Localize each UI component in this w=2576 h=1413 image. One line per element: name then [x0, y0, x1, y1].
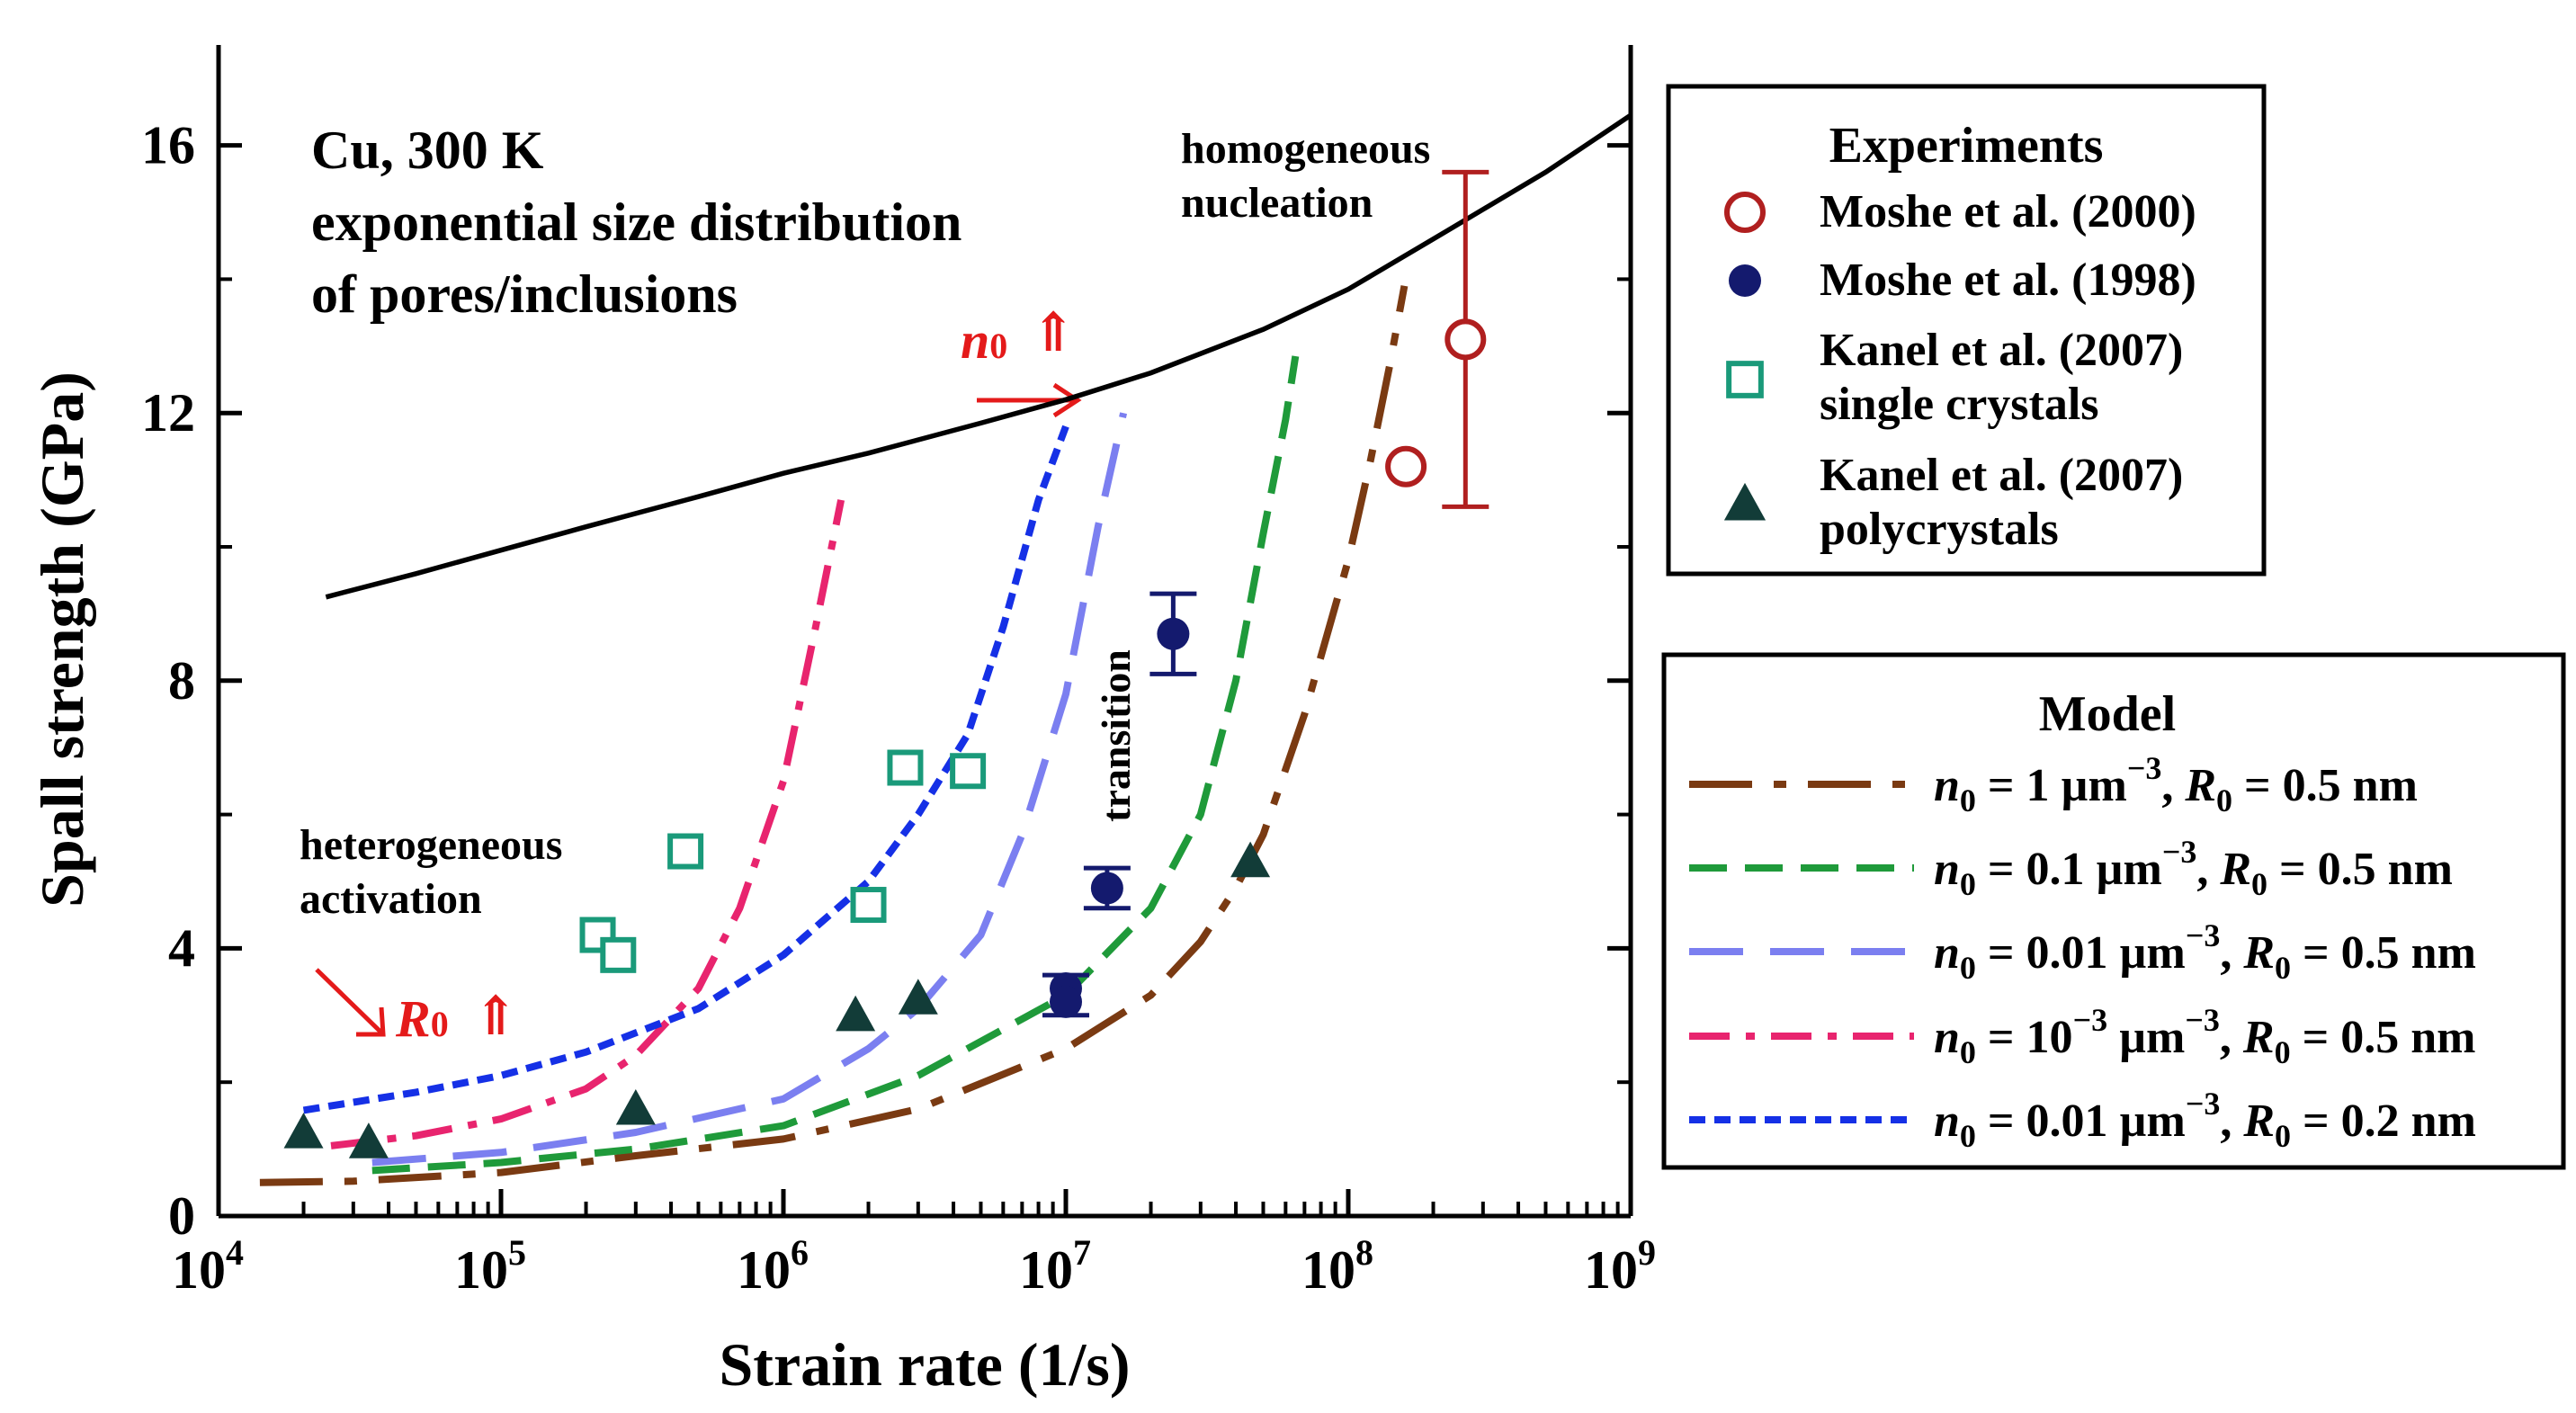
model-n0-0p01-r0-0p2-line [302, 425, 1069, 1114]
legend-moshe-2000: Moshe et al. (2000) [1820, 186, 2196, 237]
plot-axes [216, 45, 1633, 1219]
kanel-single-point [887, 749, 924, 786]
n0-up-arrow-icon: ⇑ [1031, 303, 1076, 362]
n0-arrow-head [1052, 382, 1082, 418]
kanel-single-point [600, 936, 637, 973]
legend-model-label-1: n0 = 1 µm−3, R0 = 0.5 nm [1934, 750, 2418, 818]
title-line-3: of pores/inclusions [311, 264, 738, 324]
model-n0-1-r0-0p5-line [259, 285, 1409, 1186]
model-n0-0p1-r0-0p5-line [371, 355, 1300, 1175]
kanel-poly-point [898, 979, 938, 1015]
tick-labels: 0 4 8 12 16 104 105 106 107 108 109 [141, 116, 1656, 1300]
r0-arrow-head [356, 1006, 386, 1037]
r0-symbol: R0 [395, 989, 449, 1048]
y-tick-label-12: 12 [141, 383, 195, 443]
y-tick-label-8: 8 [168, 651, 195, 711]
n0-symbol: n0 [961, 311, 1007, 370]
legend-kanel-single-line2: single crystals [1820, 379, 2099, 430]
legend-marker-triangle [1723, 482, 1767, 521]
kanel-single-point [850, 887, 887, 924]
legend-kanel-poly-line2: polycrystals [1820, 504, 2059, 555]
title-line-1: Cu, 300 K [311, 121, 544, 180]
experiments-legend-title: Experiments [1829, 118, 2104, 174]
experiments-legend-items: Moshe et al. (2000) Moshe et al. (1998) … [1820, 186, 2196, 555]
heterogeneous-label: heterogeneous [300, 821, 562, 869]
legend-marker-open-square [1726, 361, 1764, 398]
x-tick-label-1e6: 106 [737, 1232, 809, 1300]
legend-marker-open-circle [1724, 192, 1766, 233]
experiment-markers [283, 169, 1489, 1158]
kanel-poly-point [836, 995, 876, 1032]
kanel-poly-point [348, 1122, 389, 1158]
envelope-line [325, 112, 1632, 600]
legend-model-label-2: n0 = 0.1 µm−3, R0 = 0.5 nm [1934, 834, 2453, 902]
x-tick-label-1e8: 108 [1301, 1232, 1373, 1300]
x-axis-label: Strain rate (1/s) [719, 1330, 1130, 1399]
kanel-single-point [950, 753, 987, 790]
kanel-single-point [667, 833, 704, 870]
kanel-poly-point [615, 1088, 656, 1125]
moshe-2000-point [1385, 445, 1427, 487]
model-legend-title: Model [2039, 686, 2176, 742]
r0-increase-annotation: R0 ⇑ [315, 968, 518, 1048]
y-tick-label-4: 4 [168, 918, 195, 978]
model-legend: Model n0 = 1 µm−3, R0 = 0.5 nm n0 = 0.1 µ… [1661, 652, 2566, 1170]
moshe-1998-point [1050, 985, 1082, 1018]
transition-label: transition [1093, 649, 1139, 822]
legend-kanel-single-line1: Kanel et al. (2007) [1820, 325, 2183, 376]
moshe-2000-point [1445, 318, 1487, 361]
kanel-poly-point [1230, 841, 1271, 878]
legend-kanel-poly-line1: Kanel et al. (2007) [1820, 450, 2183, 501]
annotations: Cu, 300 K exponential size distribution … [300, 121, 1430, 1048]
kanel-poly-point [283, 1113, 324, 1149]
legend-model-label-5: n0 = 0.01 µm−3, R0 = 0.2 nm [1934, 1086, 2476, 1154]
legend-moshe-1998: Moshe et al. (1998) [1820, 255, 2196, 306]
r0-up-arrow-icon: ⇑ [473, 987, 518, 1046]
model-legend-box [1661, 652, 2566, 1170]
title-line-2: exponential size distribution [311, 192, 962, 252]
y-tick-label-0: 0 [168, 1186, 195, 1246]
r0-diagonal-arrow-icon [315, 968, 386, 1037]
x-tick-label-1e4: 104 [172, 1232, 244, 1300]
experiments-legend-box [1666, 84, 2267, 577]
y-axis-label: Spall strength (GPa) [28, 371, 96, 908]
y-tick-label-16: 16 [141, 116, 195, 175]
tick-marks [216, 143, 1633, 1219]
nucleation-label: nucleation [1181, 179, 1373, 227]
legend-marker-filled-circle [1729, 264, 1761, 297]
activation-label: activation [300, 875, 482, 923]
homogeneous-label: homogeneous [1181, 125, 1430, 173]
r0-arrow-shaft [315, 968, 383, 1034]
model-n0-1e-3-r0-0p5-line [330, 499, 845, 1149]
x-tick-label-1e5: 105 [454, 1232, 526, 1300]
model-legend-lines [1689, 781, 1914, 1123]
moshe-1998-point [1090, 872, 1123, 905]
moshe-1998-point [1157, 617, 1190, 650]
experiments-legend-markers [1723, 192, 1767, 521]
x-tick-label-1e7: 107 [1019, 1232, 1091, 1300]
x-tick-label-1e9: 109 [1584, 1232, 1656, 1300]
model-n0-0p01-r0-0p5-line [371, 412, 1128, 1167]
model-legend-texts: n0 = 1 µm−3, R0 = 0.5 nm n0 = 0.1 µm−3, R… [1934, 750, 2476, 1154]
experiments-legend: Experiments Moshe et al. (2000) Moshe et… [1666, 84, 2267, 577]
legend-model-label-3: n0 = 0.01 µm−3, R0 = 0.5 nm [1934, 917, 2476, 986]
legend-model-label-4: n0 = 10−3 µm−3, R0 = 0.5 nm [1934, 1002, 2475, 1070]
